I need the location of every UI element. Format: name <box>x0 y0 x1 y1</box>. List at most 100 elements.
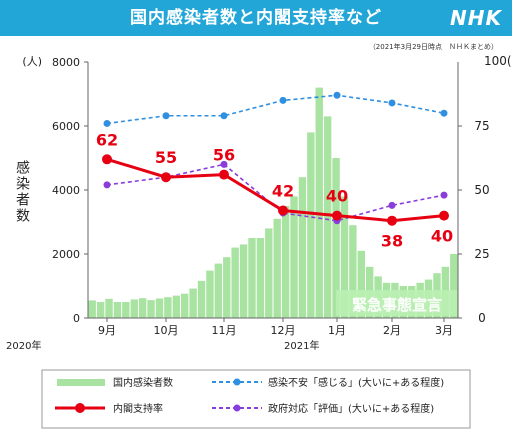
case-bar-7 <box>147 300 155 318</box>
case-bar-12 <box>189 288 197 318</box>
point-anxiety-2 <box>220 112 228 120</box>
point-response-0 <box>103 181 111 189</box>
left-unit-label: (人) <box>22 55 42 68</box>
left-tick-label-0: 0 <box>73 312 80 325</box>
case-bar-6 <box>138 298 147 318</box>
x-tick-label-2: 11月 <box>212 324 237 337</box>
case-bar-31 <box>349 225 357 318</box>
source-note: （2021年3月29日時点 ＮＨＫまとめ） <box>369 42 498 51</box>
right-tick-label-2: 50 <box>474 183 489 197</box>
emergency-label: 緊急事態宣言 <box>352 296 442 314</box>
case-bar-21 <box>265 228 273 318</box>
left-axis-title: 感染者数 <box>14 159 30 224</box>
case-bar-16 <box>223 257 231 318</box>
x-tick-label-5: 2月 <box>383 324 401 337</box>
emergency-band <box>336 290 457 316</box>
legend-label-response: 政府対応「評価」(大いに+ある程度) <box>268 402 434 415</box>
case-bar-3 <box>113 302 122 318</box>
case-bar-32 <box>357 250 365 318</box>
legend-swatch-cases <box>57 379 105 386</box>
point-approval-3 <box>278 205 288 216</box>
case-bar-4 <box>122 302 130 318</box>
right-tick-label-1: 25 <box>474 247 489 261</box>
left-tick-label-3: 6000 <box>52 120 80 133</box>
case-bar-28 <box>323 116 332 319</box>
case-bar-10 <box>172 295 180 318</box>
case-bar-0 <box>88 300 96 318</box>
point-anxiety-5 <box>388 99 396 107</box>
point-approval-6 <box>439 210 449 221</box>
point-anxiety-6 <box>440 109 448 117</box>
case-bar-8 <box>155 298 164 318</box>
case-bar-19 <box>248 238 256 318</box>
axes: 0 2000 4000 6000 8000 0 25 50 75 感染者数 9月 10月 11月 12月 1… <box>14 56 490 337</box>
case-bar-11 <box>181 293 189 318</box>
case-bar-24 <box>290 196 298 318</box>
left-tick-label-1: 2000 <box>52 248 80 261</box>
approval-label-5: 38 <box>381 232 403 251</box>
case-bar-9 <box>164 297 172 318</box>
case-bar-20 <box>256 238 265 318</box>
approval-label-1: 55 <box>155 148 177 167</box>
legend-label-anxiety: 感染不安「感じる」(大いに+ある程度) <box>268 376 444 389</box>
case-bar-14 <box>206 270 214 318</box>
case-bar-26 <box>307 132 315 318</box>
point-approval-1 <box>161 172 171 183</box>
case-bar-5 <box>130 299 138 318</box>
left-tick-label-4: 8000 <box>52 56 80 69</box>
approval-label-6: 40 <box>431 227 453 246</box>
point-anxiety-1 <box>162 112 170 120</box>
case-bar-23 <box>281 206 290 318</box>
approval-label-4: 40 <box>326 187 348 206</box>
x-tick-label-3: 12月 <box>271 324 296 337</box>
legend-swatch-anxiety-dot <box>233 378 241 386</box>
approval-label-2: 56 <box>213 146 235 165</box>
legend-box <box>41 369 471 429</box>
chart-title: 国内感染者数と内閣支持率など <box>130 8 382 28</box>
case-bar-43 <box>450 254 458 318</box>
case-bar-30 <box>340 196 349 318</box>
case-bar-17 <box>231 247 239 318</box>
x-tick-label-1: 10月 <box>154 324 179 337</box>
point-approval-4 <box>332 210 342 221</box>
point-response-6 <box>440 191 448 199</box>
legend-swatch-response-dot <box>233 404 241 412</box>
legend-label-approval: 内閣支持率 <box>113 402 163 415</box>
point-approval-5 <box>387 215 397 226</box>
left-tick-label-2: 4000 <box>52 184 80 197</box>
legend-swatch-approval-dot <box>75 403 85 413</box>
point-anxiety-0 <box>103 119 111 127</box>
x-tick-label-4: 1月 <box>328 324 346 337</box>
point-approval-2 <box>219 169 229 180</box>
right-unit-label: 100(%) <box>484 54 512 68</box>
series-line-anxiety <box>106 94 445 125</box>
case-bar-18 <box>239 244 248 318</box>
series-lines <box>102 91 449 226</box>
legend-label-cases: 国内感染者数 <box>113 376 173 389</box>
point-anxiety-4 <box>333 91 341 99</box>
point-response-5 <box>388 201 396 209</box>
approval-label-0: 62 <box>96 130 118 149</box>
case-bar-25 <box>298 177 307 318</box>
right-tick-label-0: 0 <box>478 311 486 325</box>
data-labels: 62 55 56 42 40 38 40 <box>96 130 453 250</box>
point-approval-0 <box>102 154 112 165</box>
header-bar: 国内感染者数と内閣支持率など NHK <box>0 0 512 36</box>
legend: 国内感染者数 感染不安「感じる」(大いに+ある程度) 内閣支持率 政府対応「評価… <box>41 369 471 429</box>
x-tick-label-0: 9月 <box>98 324 116 337</box>
point-anxiety-3 <box>279 96 287 104</box>
case-bar-1 <box>96 302 105 318</box>
approval-label-3: 42 <box>272 181 294 200</box>
case-bar-29 <box>332 158 340 318</box>
year-label-2021: 2021年 <box>284 339 319 352</box>
case-bar-2 <box>105 298 113 318</box>
case-bar-13 <box>197 280 206 318</box>
x-tick-label-6: 3月 <box>435 324 453 337</box>
case-bar-15 <box>214 263 223 318</box>
case-bar-22 <box>273 218 281 318</box>
nhk-logo: NHK <box>450 6 502 30</box>
right-tick-label-3: 75 <box>474 119 489 133</box>
case-bar-27 <box>315 87 323 318</box>
